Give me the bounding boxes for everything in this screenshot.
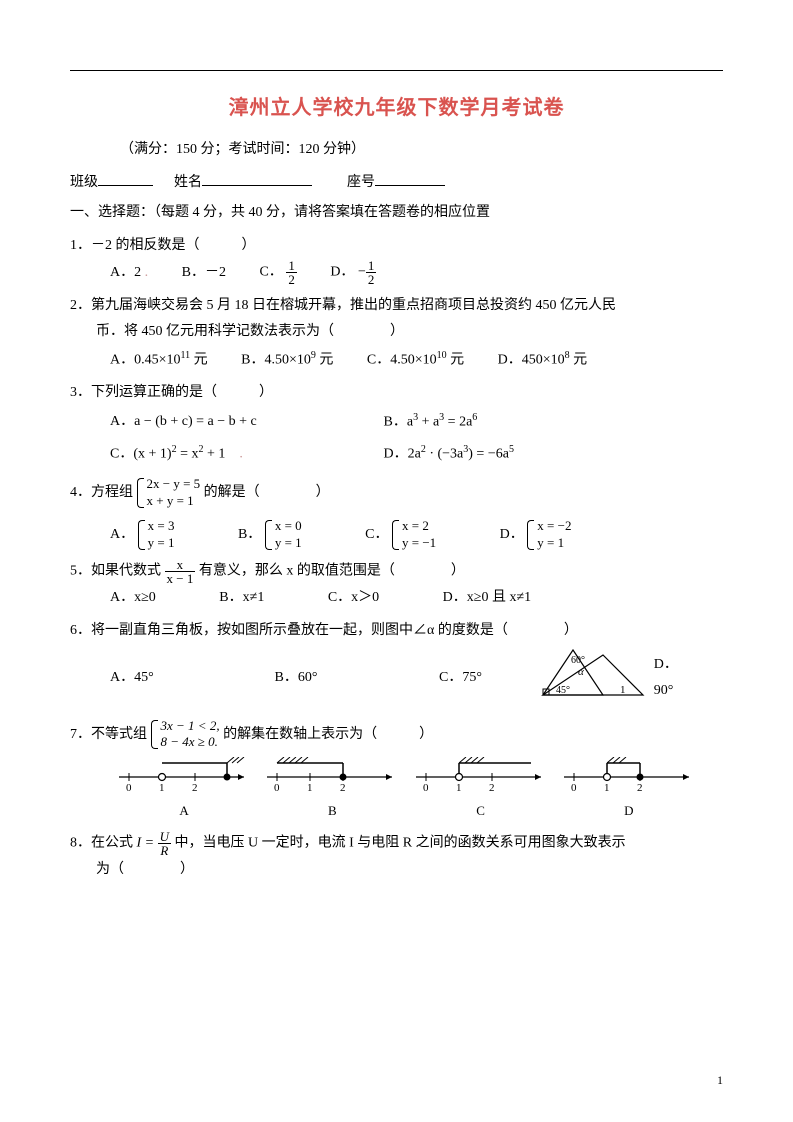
q7-opt-b[interactable]: 0 1 2 B <box>258 757 406 824</box>
svg-text:45°: 45° <box>556 685 570 696</box>
q1-opt-b[interactable]: B．－2 <box>182 260 226 287</box>
q6-opt-c[interactable]: C．75° <box>439 665 502 692</box>
exam-page: 漳州立人学校九年级下数学月考试卷 （满分：150 分；考试时间：120 分钟） … <box>0 0 793 1122</box>
q6-text: 6．将一副直角三角板，按如图所示叠放在一起，则图中∠α 的度数是（ ） <box>70 618 723 645</box>
q4-opt-c[interactable]: C． x = 2y = −1 <box>365 518 436 552</box>
q1-opt-a[interactable]: A．2 . <box>110 260 148 287</box>
svg-text:2: 2 <box>489 782 495 794</box>
svg-text:1: 1 <box>159 782 165 794</box>
name-label: 姓名 <box>174 170 202 197</box>
svg-text:0: 0 <box>571 782 577 794</box>
q6-opt-d[interactable]: D．90° <box>654 652 693 705</box>
name-blank[interactable] <box>202 171 312 186</box>
student-info-line: 班级 姓名 座号 <box>70 170 723 197</box>
q4-pre: 4．方程组 <box>70 485 133 500</box>
q7-pre: 7．不等式组 <box>70 727 147 742</box>
q7-numberlines: 0 1 2 A <box>70 751 723 824</box>
triangle-figure: 60° α 45° 1 <box>538 645 648 712</box>
q1-opt-d[interactable]: D． −12 <box>330 259 376 286</box>
section-1-heading: 一、选择题：（每题 4 分，共 40 分，请将答案填在答题卷的相应位置 <box>70 200 723 227</box>
svg-text:1: 1 <box>604 782 610 794</box>
svg-text:0: 0 <box>274 782 280 794</box>
q6-opt-a[interactable]: A．45° <box>110 665 245 692</box>
q1-opt-c[interactable]: C． 12 <box>259 259 296 286</box>
svg-text:0: 0 <box>126 782 132 794</box>
q8-lhs: I = <box>137 836 158 851</box>
q8-fraction: U R <box>158 830 171 857</box>
seat-blank[interactable] <box>375 171 445 186</box>
seat-label: 座号 <box>347 170 375 197</box>
svg-text:2: 2 <box>340 782 346 794</box>
q5-post: 有意义，那么 x 的取值范围是（ ） <box>199 564 465 579</box>
question-4: 4．方程组 2x − y = 5 x + y = 1 的解是（ ） A． x =… <box>70 476 723 552</box>
question-6: 6．将一副直角三角板，按如图所示叠放在一起，则图中∠α 的度数是（ ） A．45… <box>70 618 723 711</box>
svg-text:1: 1 <box>307 782 313 794</box>
q7-opt-a[interactable]: 0 1 2 A <box>110 757 258 824</box>
question-8: 8．在公式 I = U R 中，当电压 U 一定时，电流 I 与电阻 R 之间的… <box>70 830 723 884</box>
q7-system: 3x − 1 < 2, 8 − 4x ≥ 0. <box>151 718 220 752</box>
page-number: 1 <box>717 1069 723 1092</box>
question-7: 7．不等式组 3x − 1 < 2, 8 − 4x ≥ 0. 的解集在数轴上表示… <box>70 718 723 824</box>
question-3: 3．下列运算正确的是（ ） A．a − (b + c) = a − b + c … <box>70 380 723 470</box>
q4-post: 的解是（ ） <box>204 485 330 500</box>
top-rule <box>70 70 723 71</box>
q3-opt-a[interactable]: A．a − (b + c) = a − b + c <box>110 407 350 438</box>
q5-fraction: x x − 1 <box>165 558 196 585</box>
q8-line2: 为（ ） <box>70 857 723 884</box>
q2-line2: 币．将 450 亿元用科学记数法表示为（ ） <box>70 319 723 346</box>
q2-opt-a[interactable]: A．0.45×1011 元 <box>110 346 208 374</box>
q5-opt-b[interactable]: B．x≠1 <box>219 585 264 612</box>
q8-pre: 8．在公式 <box>70 836 137 851</box>
q1-text: 1．－2 的相反数是（ ） <box>70 233 723 260</box>
svg-text:1: 1 <box>620 684 626 696</box>
question-2: 2．第九届海峡交易会 5 月 18 日在榕城开幕，推出的重点招商项目总投资约 4… <box>70 293 723 374</box>
svg-text:0: 0 <box>423 782 429 794</box>
class-label: 班级 <box>70 170 98 197</box>
q3-text: 3．下列运算正确的是（ ） <box>70 380 723 407</box>
svg-text:α: α <box>578 666 584 678</box>
q8-mid: 中，当电压 U 一定时，电流 I 与电阻 R 之间的函数关系可用图象大致表示 <box>175 836 626 851</box>
q2-opt-c[interactable]: C．4.50×1010 元 <box>367 346 464 374</box>
q7-post: 的解集在数轴上表示为（ ） <box>223 727 433 742</box>
q5-opt-d[interactable]: D．x≥0 且 x≠1 <box>443 585 531 612</box>
question-1: 1．－2 的相反数是（ ） A．2 . B．－2 C． 12 D． −12 <box>70 233 723 287</box>
q2-opt-d[interactable]: D．450×108 元 <box>498 346 588 374</box>
q4-opt-b[interactable]: B． x = 0y = 1 <box>238 518 302 552</box>
q2-line1: 2．第九届海峡交易会 5 月 18 日在榕城开幕，推出的重点招商项目总投资约 4… <box>70 293 723 320</box>
q4-system: 2x − y = 5 x + y = 1 <box>137 476 201 510</box>
svg-text:2: 2 <box>192 782 198 794</box>
q3-opt-c[interactable]: C．(x + 1)2 = x2 + 1 . <box>110 439 350 470</box>
q3-opt-d[interactable]: D．2a2 · (−3a3) = −6a5 <box>384 439 514 470</box>
q5-pre: 5．如果代数式 <box>70 564 165 579</box>
q3-opt-b[interactable]: B．a3 + a3 = 2a6 <box>384 407 478 438</box>
svg-text:1: 1 <box>456 782 462 794</box>
exam-title: 漳州立人学校九年级下数学月考试卷 <box>70 89 723 127</box>
svg-text:2: 2 <box>637 782 643 794</box>
svg-text:60°: 60° <box>571 655 585 666</box>
q7-opt-c[interactable]: 0 1 2 C <box>407 757 555 824</box>
q6-opt-b[interactable]: B．60° <box>275 665 410 692</box>
q4-opt-a[interactable]: A． x = 3y = 1 <box>110 518 174 552</box>
q7-opt-d[interactable]: 0 1 2 D <box>555 757 703 824</box>
q5-opt-a[interactable]: A．x≥0 <box>110 585 156 612</box>
exam-subtitle: （满分：150 分；考试时间：120 分钟） <box>120 137 723 164</box>
q4-opt-d[interactable]: D． x = −2y = 1 <box>500 518 572 552</box>
question-5: 5．如果代数式 x x − 1 有意义，那么 x 的取值范围是（ ） A．x≥0… <box>70 558 723 612</box>
q5-opt-c[interactable]: C．x＞0 <box>328 585 379 612</box>
q2-opt-b[interactable]: B．4.50×109 元 <box>241 346 333 374</box>
class-blank[interactable] <box>98 171 153 186</box>
